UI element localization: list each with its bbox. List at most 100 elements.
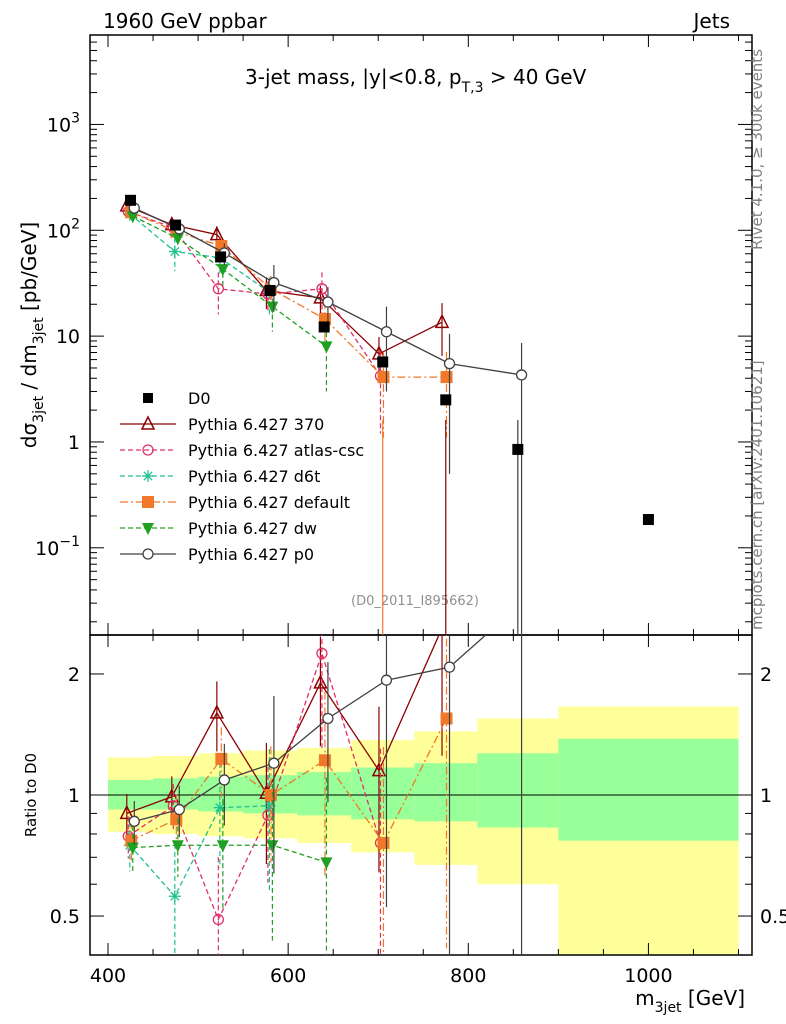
ratio-point — [313, 674, 328, 689]
legend-entry-4: Pythia 6.427 default — [120, 493, 350, 512]
ratio-point — [262, 809, 274, 821]
point — [126, 211, 139, 224]
data-point — [215, 251, 227, 263]
ratio-point — [320, 857, 333, 870]
ratio-point — [212, 913, 224, 926]
chart-title: 3-jet mass, |y|<0.8, pT,3 > 40 GeV — [245, 65, 587, 96]
point — [212, 283, 224, 295]
ratio-point — [264, 789, 277, 801]
ratio-line — [132, 844, 327, 863]
legend-marker — [142, 444, 154, 456]
ratio-point — [218, 774, 230, 786]
series-4 — [126, 210, 333, 392]
ratio-point — [377, 836, 390, 849]
ratio-point — [371, 761, 387, 777]
legend-entry-5: Pythia 6.427 dw — [120, 519, 317, 538]
point — [377, 371, 390, 384]
star-stroke — [215, 803, 225, 813]
band-inner-1 — [153, 778, 199, 810]
band-inner-6 — [414, 763, 478, 822]
ratio-point — [316, 647, 328, 660]
ratio-point — [171, 840, 184, 853]
ratio-point — [168, 890, 181, 903]
legend-marker — [142, 496, 154, 508]
band-inner-7 — [477, 753, 559, 828]
ratio-point — [268, 757, 280, 769]
legend-label: Pythia 6.427 dw — [188, 519, 317, 538]
legend-entry-1: Pythia 6.427 370 — [120, 415, 324, 434]
x-axis-label: m3jet [GeV] — [635, 986, 745, 1016]
ratio-point — [173, 803, 185, 816]
point — [171, 233, 184, 246]
point — [515, 369, 528, 381]
ratio-tick-label-right: 1 — [760, 785, 772, 807]
legend-label: Pythia 6.427 p0 — [188, 545, 314, 564]
band-inner-8 — [558, 738, 739, 841]
data-point — [377, 356, 389, 368]
ratio-line — [129, 805, 270, 898]
data-point — [440, 394, 452, 406]
ratio-line — [134, 635, 487, 822]
data-point — [170, 219, 182, 231]
point — [216, 264, 229, 277]
point — [168, 245, 181, 258]
header-left: 1960 GeV ppbar — [103, 9, 267, 33]
ratio-point — [380, 674, 393, 686]
legend-label: Pythia 6.427 default — [188, 493, 350, 512]
ratio-point — [322, 712, 334, 725]
star-stroke — [143, 471, 153, 481]
legend-label: Pythia 6.427 370 — [188, 415, 324, 434]
x-tick-label: 800 — [450, 965, 486, 987]
data-series — [125, 194, 654, 526]
uncertainty-bands — [108, 706, 739, 955]
legend-entry-3: Pythia 6.427 d6t — [120, 467, 320, 486]
ratio-point — [440, 712, 453, 725]
point — [322, 296, 334, 308]
star-stroke — [170, 891, 180, 901]
data-point — [318, 321, 330, 333]
data-point — [642, 514, 654, 526]
legend-label: D0 — [188, 389, 211, 408]
x-tick-label: 1000 — [624, 965, 672, 987]
plot-area — [119, 194, 654, 955]
series-2 — [123, 207, 276, 315]
ratio-line — [127, 651, 382, 922]
data-point — [264, 284, 276, 296]
legend: D0 Pythia 6.427 370 Pythia 6.427 atlas-csc… — [120, 389, 364, 564]
mcplots-label: mcplots.cern.ch [arXiv:2401.10621] — [748, 360, 766, 630]
x-tick-label: 600 — [270, 965, 306, 987]
point — [434, 313, 450, 329]
x-tick-label: 400 — [90, 965, 126, 987]
ratio-series-4 — [126, 777, 333, 955]
ratio-point — [119, 804, 134, 820]
series-line — [129, 213, 270, 293]
ratio-tick-label: 0.5 — [50, 906, 80, 928]
point — [320, 341, 333, 354]
point — [266, 301, 279, 314]
legend-entry-6: Pythia 6.427 p0 — [120, 545, 314, 564]
analysis-watermark: (D0_2011_I895662) — [351, 594, 479, 609]
star-stroke — [170, 246, 180, 257]
legend-marker — [142, 548, 154, 560]
data-point — [125, 194, 137, 206]
y-tick-label: 10−1 — [35, 534, 80, 560]
y-tick-label: 1 — [68, 432, 80, 454]
y-tick-label: 103 — [47, 110, 80, 136]
ratio-point — [170, 813, 183, 826]
ratio-point — [215, 752, 228, 765]
point — [380, 326, 393, 338]
ratio-y-axis-label: Ratio to D0 — [22, 753, 40, 837]
ratio-tick-label: 1 — [68, 785, 80, 807]
point — [313, 289, 328, 304]
main-y-axis-label: dσ3jet / dm3jet [pb/GeV] — [17, 222, 47, 448]
point — [209, 225, 225, 241]
ratio-point — [164, 788, 180, 803]
legend-marker — [142, 523, 154, 535]
series-line — [128, 211, 382, 377]
y-tick-label: 102 — [47, 216, 80, 242]
band-inner-4 — [297, 772, 352, 816]
ratio-point — [128, 815, 140, 827]
series-line — [134, 207, 522, 376]
